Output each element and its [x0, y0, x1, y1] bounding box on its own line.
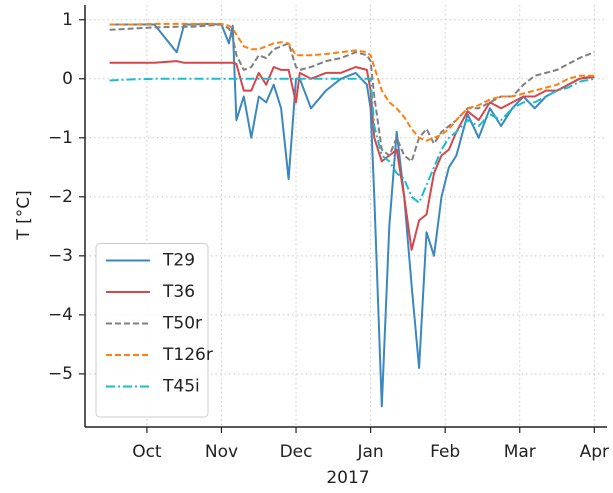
x-tick-label: Feb — [430, 442, 460, 462]
x-tick-label: Oct — [132, 442, 162, 462]
legend-label: T36 — [162, 282, 195, 302]
legend-label: T29 — [162, 251, 195, 271]
y-tick-label: −2 — [48, 187, 73, 207]
y-tick-label: −1 — [48, 128, 73, 148]
x-axis-label: 2017 — [326, 468, 369, 488]
legend-box — [95, 243, 209, 418]
x-tick-label: Jan — [356, 442, 383, 462]
legend-label: T45i — [162, 377, 200, 397]
series-line — [109, 60, 595, 251]
y-tick-label: −3 — [48, 246, 73, 266]
series-line — [109, 23, 595, 163]
x-tick-label: Dec — [280, 442, 313, 462]
x-tick-label: Mar — [504, 442, 536, 462]
y-tick-label: −5 — [48, 364, 73, 384]
series-line — [109, 77, 595, 204]
legend-label: T126r — [162, 345, 213, 365]
y-tick-label: 0 — [62, 69, 73, 89]
x-tick-label: Apr — [580, 442, 609, 462]
series-line — [109, 22, 595, 142]
legend-label: T50r — [162, 314, 202, 334]
y-tick-label: −4 — [48, 305, 73, 325]
y-tick-label: 1 — [62, 10, 73, 30]
x-tick-label: Nov — [205, 442, 238, 462]
series-line — [109, 22, 595, 408]
y-axis-label: T [°C] — [14, 190, 34, 240]
